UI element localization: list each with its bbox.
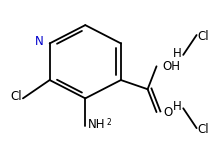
Text: Cl: Cl	[198, 30, 209, 43]
Text: 2: 2	[106, 118, 111, 127]
Text: Cl: Cl	[198, 123, 209, 136]
Text: NH: NH	[88, 118, 105, 131]
Text: O: O	[163, 106, 172, 119]
Text: H: H	[173, 47, 182, 60]
Text: Cl: Cl	[11, 90, 22, 103]
Text: OH: OH	[162, 60, 180, 73]
Text: N: N	[35, 35, 44, 48]
Text: H: H	[173, 100, 182, 113]
